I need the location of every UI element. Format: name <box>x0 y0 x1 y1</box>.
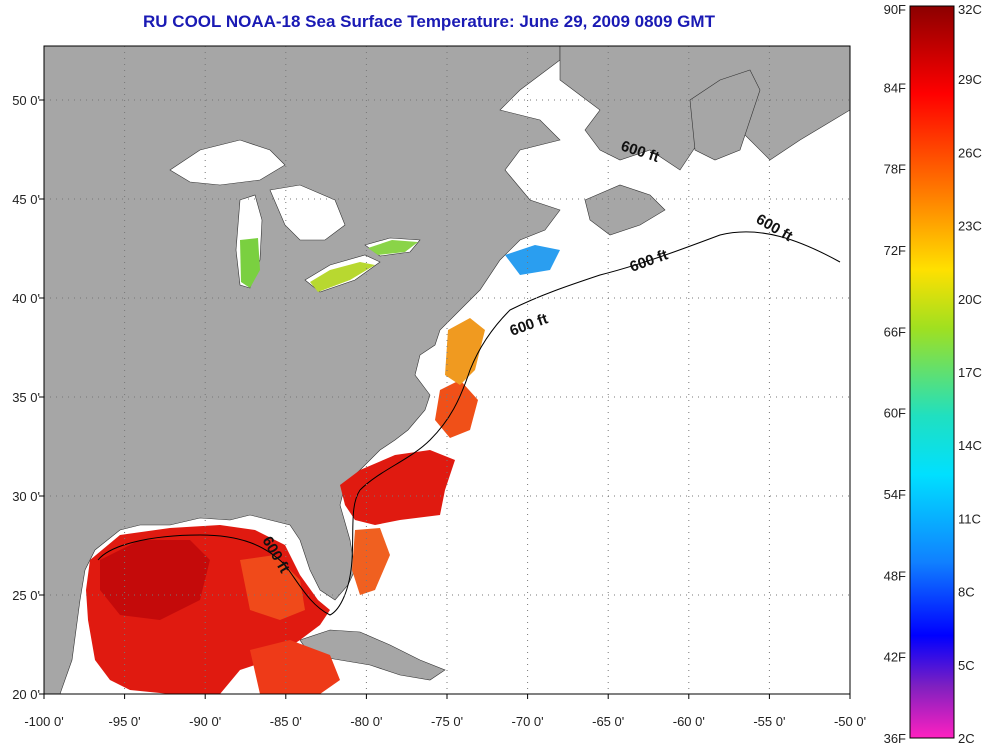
lon-tick-label: -55 0' <box>753 714 785 729</box>
colorbar-c-labels: 32C 29C 26C 23C 20C 17C 14C 11C 8C 5C 2C <box>958 2 982 746</box>
colorbar-fahrenheit-label: 60F <box>884 406 906 421</box>
nova-scotia-land <box>584 184 666 236</box>
sst-southeast-shelf <box>340 450 455 525</box>
lat-tick-label: 45 0' <box>12 192 40 207</box>
sst-overlay <box>86 238 560 694</box>
contour-line-gulf <box>97 489 361 616</box>
lon-tick-label: -90 0' <box>189 714 221 729</box>
colorbar-fahrenheit-label: 84F <box>884 80 906 95</box>
colorbar-celsius-label: 11C <box>958 511 981 526</box>
lon-tick-label: -65 0' <box>592 714 624 729</box>
colorbar-celsius-label: 5C <box>958 658 975 673</box>
lon-tick-label: -50 0' <box>834 714 866 729</box>
lon-tick-labels: -100 0' -95 0' -90 0' -85 0' -80 0' -75 0' -70… <box>24 694 866 729</box>
sst-cape-hatteras <box>435 380 478 438</box>
lat-tick-label: 50 0' <box>12 93 40 108</box>
lon-tick-label: -75 0' <box>431 714 463 729</box>
contour-line-atlantic <box>359 231 841 491</box>
colorbar-celsius-label: 26C <box>958 145 982 160</box>
lat-tick-label: 40 0' <box>12 291 40 306</box>
sst-lake-erie <box>310 262 375 292</box>
lat-tick-label: 35 0' <box>12 390 40 405</box>
colorbar-fahrenheit-label: 54F <box>884 487 906 502</box>
sst-gulf-of-maine <box>505 245 560 275</box>
lon-tick-label: -70 0' <box>512 714 544 729</box>
colorbar-celsius-label: 2C <box>958 731 975 746</box>
colorbar-fahrenheit-label: 42F <box>884 650 906 665</box>
colorbar-celsius-label: 17C <box>958 365 982 380</box>
sst-lake-ontario <box>368 240 418 255</box>
colorbar-fahrenheit-label: 36F <box>884 731 906 746</box>
colorbar-celsius-label: 8C <box>958 585 975 600</box>
colorbar-fahrenheit-label: 72F <box>884 243 906 258</box>
lat-tick-label: 25 0' <box>12 588 40 603</box>
lake-superior <box>169 139 286 186</box>
colorbar-celsius-label: 20C <box>958 292 982 307</box>
colorbar-fahrenheit-label: 78F <box>884 162 906 177</box>
map-title: RU COOL NOAA-18 Sea Surface Temperature:… <box>143 12 715 31</box>
sst-gulf-core <box>100 540 210 620</box>
lon-tick-label: -60 0' <box>673 714 705 729</box>
colorbar-celsius-label: 23C <box>958 219 982 234</box>
colorbar-fahrenheit-label: 66F <box>884 324 906 339</box>
lat-tick-label: 30 0' <box>12 489 40 504</box>
colorbar-fahrenheit-label: 48F <box>884 568 906 583</box>
colorbar-celsius-label: 14C <box>958 438 982 453</box>
lat-tick-label: 20 0' <box>12 687 40 702</box>
colorbar-f-labels: 90F 84F 78F 72F 66F 60F 54F 48F 42F 36F <box>884 2 906 746</box>
contour-600ft <box>97 231 841 616</box>
colorbar-gradient <box>909 5 955 739</box>
lon-tick-label: -85 0' <box>270 714 302 729</box>
graticule <box>44 46 850 694</box>
lat-tick-labels: 50 0' 45 0' 40 0' 35 0' 30 0' 25 0' 20 0' <box>12 93 44 702</box>
lon-tick-label: -100 0' <box>24 714 63 729</box>
sst-lake-michigan <box>240 238 260 288</box>
sst-caribbean <box>250 640 340 694</box>
lon-tick-label: -80 0' <box>350 714 382 729</box>
colorbar-celsius-label: 29C <box>958 72 982 87</box>
newfoundland-land <box>689 69 761 161</box>
colorbar-celsius-label: 32C <box>958 2 982 17</box>
sst-mid-atlantic <box>445 318 485 385</box>
sst-gulf-east <box>240 555 305 620</box>
sst-florida-straits <box>352 528 390 595</box>
colorbar-fahrenheit-label: 90F <box>884 2 906 17</box>
lon-tick-label: -95 0' <box>109 714 141 729</box>
cuba-land <box>299 629 446 681</box>
